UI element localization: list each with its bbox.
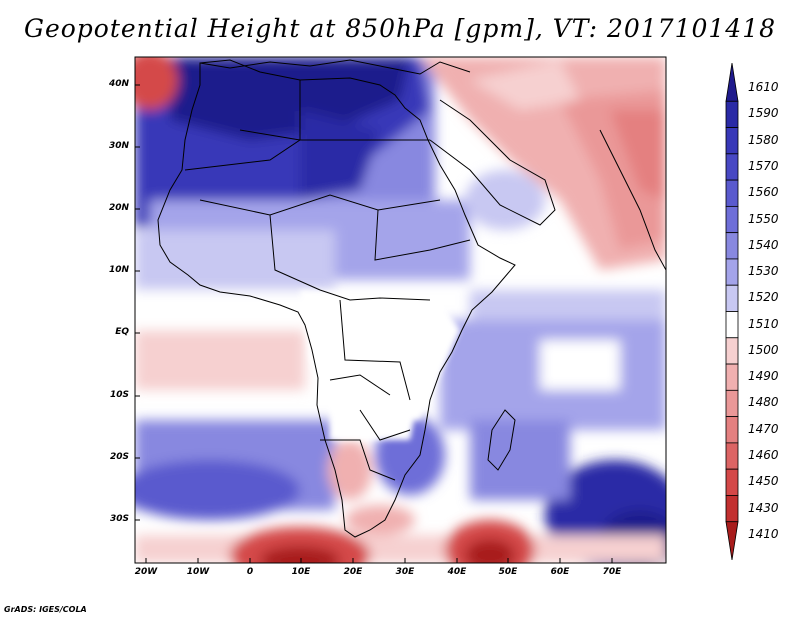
lon-label: 30E: [395, 567, 415, 577]
colorbar-label: 1550: [748, 211, 779, 226]
colorbar-label: 1470: [748, 421, 779, 436]
colorbar: [725, 62, 739, 561]
colorbar-label: 1410: [748, 526, 779, 541]
colorbar-label: 1520: [748, 290, 779, 305]
colorbar-swatch: [725, 337, 739, 365]
lat-label: 30N: [108, 141, 129, 151]
lon-label: 60E: [550, 567, 570, 577]
colorbar-swatch: [725, 100, 739, 128]
lat-label: 30S: [109, 514, 129, 524]
lat-label: 20N: [108, 203, 129, 213]
colorbar-swatch: [725, 62, 739, 102]
plot-frame: [134, 56, 667, 564]
lat-label: 20S: [109, 452, 129, 462]
colorbar-label: 1510: [748, 316, 779, 331]
lon-label: 10W: [186, 567, 210, 577]
colorbar-label: 1480: [748, 395, 779, 410]
colorbar-swatch: [725, 232, 739, 260]
lon-label: 20W: [134, 567, 158, 577]
lon-label: 40E: [447, 567, 467, 577]
colorbar-label: 1610: [748, 80, 779, 95]
lon-label: 10E: [291, 567, 311, 577]
colorbar-label: 1540: [748, 237, 779, 252]
colorbar-label: 1450: [748, 474, 779, 489]
colorbar-swatch: [725, 416, 739, 444]
height-field: [135, 57, 666, 563]
colorbar-swatch: [725, 311, 739, 339]
colorbar-swatch: [725, 468, 739, 496]
colorbar-label: 1560: [748, 185, 779, 200]
credit-text: GrADS: IGES/COLA: [4, 605, 87, 614]
colorbar-swatch: [725, 389, 739, 418]
lon-label: 0: [246, 567, 254, 577]
lon-label: 50E: [498, 567, 518, 577]
colorbar-swatch: [725, 258, 739, 286]
colorbar-label: 1490: [748, 369, 779, 384]
colorbar-swatch: [725, 363, 739, 391]
colorbar-swatch: [725, 127, 739, 155]
coastline: [157, 59, 666, 538]
colorbar-label: 1460: [748, 448, 779, 463]
colorbar-label: 1570: [748, 158, 779, 173]
colorbar-swatch: [725, 521, 739, 561]
colorbar-swatch: [725, 205, 739, 234]
lat-label: EQ: [115, 327, 129, 337]
colorbar-swatch: [725, 495, 739, 523]
colorbar-label: 1500: [748, 342, 779, 357]
chart-title: Geopotential Height at 850hPa [gpm], VT:…: [23, 14, 777, 43]
colorbar-label: 1430: [748, 500, 779, 515]
colorbar-swatch: [725, 284, 739, 312]
colorbar-label: 1530: [748, 264, 779, 279]
colorbar-swatch: [725, 442, 739, 470]
colorbar-label: 1580: [748, 132, 779, 147]
colorbar-label: 1590: [748, 106, 779, 121]
lat-label: 40N: [108, 79, 129, 89]
lon-label: 20E: [343, 567, 363, 577]
colorbar-swatch: [725, 179, 739, 207]
lat-label: 10S: [109, 390, 129, 400]
lon-label: 70E: [602, 567, 622, 577]
lat-label: 10N: [108, 265, 129, 275]
colorbar-swatch: [725, 153, 739, 181]
